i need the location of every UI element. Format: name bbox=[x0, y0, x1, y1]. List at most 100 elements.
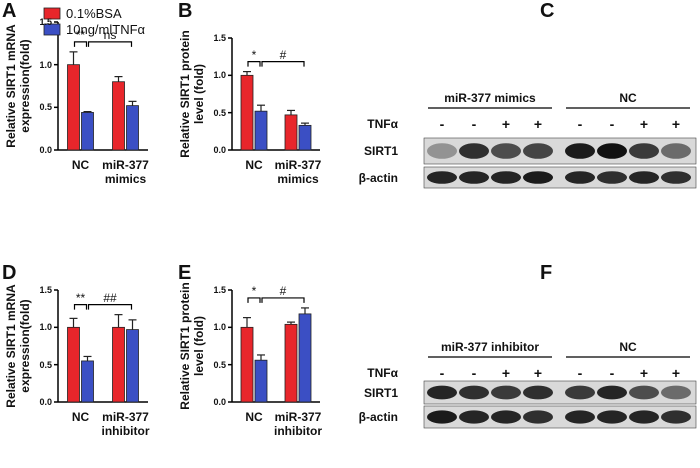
blot-band bbox=[629, 143, 659, 159]
panel-letter: A bbox=[2, 0, 17, 22]
blot-band bbox=[565, 410, 595, 424]
error-bar bbox=[257, 104, 265, 112]
bar bbox=[67, 326, 80, 403]
significance-label: ** bbox=[75, 27, 86, 42]
bar bbox=[126, 329, 139, 403]
blot-band bbox=[597, 171, 627, 184]
treatment-sign: - bbox=[439, 365, 445, 381]
y-tick-label: 0.5 bbox=[39, 359, 52, 370]
significance-bracket bbox=[247, 61, 261, 67]
significance-label: ## bbox=[103, 290, 117, 305]
treatment-sign: + bbox=[501, 116, 511, 132]
blot-band bbox=[629, 410, 659, 424]
error-bar bbox=[128, 319, 137, 330]
x-tick-label: miR-377 mimics bbox=[274, 158, 322, 186]
error-bar bbox=[83, 355, 92, 361]
error-bar bbox=[287, 109, 295, 115]
blot-band bbox=[427, 143, 457, 159]
legend-swatch bbox=[43, 7, 61, 20]
row-label: SIRT1 bbox=[363, 385, 398, 400]
y-tick-label: 1.5 bbox=[213, 33, 226, 43]
error-bar bbox=[128, 100, 137, 106]
blot-band bbox=[523, 171, 553, 184]
bar bbox=[81, 112, 94, 151]
panel-letter: C bbox=[540, 0, 555, 22]
blot-band bbox=[565, 385, 595, 400]
row-label: β-actin bbox=[358, 170, 398, 185]
significance-label: ns bbox=[103, 27, 117, 42]
legend-label: 0.1%BSA bbox=[66, 6, 122, 21]
bar bbox=[254, 110, 268, 151]
blot-band bbox=[661, 410, 691, 424]
bar bbox=[284, 323, 298, 403]
panel-letter: F bbox=[540, 262, 553, 284]
x-tick-label: miR-377 inhibitor bbox=[101, 410, 150, 438]
treatment-label: TNFα bbox=[367, 117, 398, 131]
significance-bracket bbox=[87, 304, 133, 310]
blot-band bbox=[597, 385, 627, 400]
significance-bracket bbox=[247, 297, 261, 303]
blot-band bbox=[427, 410, 457, 424]
error-bar bbox=[243, 317, 251, 328]
blot-band bbox=[459, 143, 489, 159]
significance-label: # bbox=[279, 47, 287, 62]
error-bar bbox=[69, 51, 78, 65]
blot-band bbox=[491, 410, 521, 424]
y-axis-title: Relative SIRT1 protein level (fold) bbox=[178, 30, 206, 158]
bar bbox=[284, 114, 298, 151]
blot-band bbox=[597, 410, 627, 424]
blot-band bbox=[459, 385, 489, 400]
x-tick-label: NC bbox=[245, 410, 263, 424]
y-tick-label: 0.5 bbox=[213, 359, 226, 370]
blot-band bbox=[629, 385, 659, 400]
treatment-sign: - bbox=[609, 116, 615, 132]
blot-band bbox=[459, 171, 489, 184]
group-label: NC bbox=[619, 91, 637, 105]
error-bar bbox=[69, 317, 78, 328]
blot-band bbox=[523, 143, 553, 159]
bar bbox=[240, 326, 254, 403]
significance-bracket bbox=[261, 61, 305, 67]
blot-band bbox=[491, 143, 521, 159]
group-label: miR-377 mimics bbox=[444, 91, 536, 105]
bar bbox=[298, 313, 312, 403]
row-label: SIRT1 bbox=[363, 144, 398, 158]
y-tick-label: 1.5 bbox=[39, 285, 52, 295]
group-label: miR-377 inhibitor bbox=[440, 340, 540, 354]
group-label: NC bbox=[619, 340, 637, 354]
blot-band bbox=[459, 410, 489, 424]
x-tick-label: NC bbox=[71, 410, 90, 424]
blot-strip bbox=[423, 380, 697, 405]
y-tick-label: 0.0 bbox=[213, 397, 226, 407]
bar bbox=[112, 326, 125, 403]
y-tick-label: 0.0 bbox=[39, 397, 52, 407]
treatment-label: TNFα bbox=[367, 366, 398, 380]
treatment-sign: - bbox=[577, 365, 583, 381]
treatment-sign: + bbox=[533, 116, 543, 132]
y-tick-label: 0.5 bbox=[39, 102, 52, 113]
treatment-sign: + bbox=[639, 365, 649, 381]
bar bbox=[67, 64, 80, 151]
significance-bracket bbox=[261, 297, 305, 303]
treatment-sign: + bbox=[671, 116, 681, 132]
blot-band bbox=[565, 171, 595, 184]
y-tick-label: 1.5 bbox=[39, 17, 52, 27]
treatment-sign: + bbox=[501, 365, 511, 381]
blot-strip bbox=[423, 405, 697, 429]
bar bbox=[81, 360, 94, 403]
y-axis-title: Relative SIRT1 mRNA expression(fold) bbox=[4, 24, 32, 148]
legend-label: 10ng/mlTNFα bbox=[66, 22, 146, 37]
legend-swatch bbox=[43, 23, 61, 36]
treatment-sign: - bbox=[577, 116, 583, 132]
y-tick-label: 0.5 bbox=[213, 107, 226, 118]
x-tick-label: NC bbox=[245, 158, 263, 172]
error-bar bbox=[301, 122, 309, 126]
blot-band bbox=[523, 385, 553, 400]
blot-band bbox=[661, 143, 691, 159]
y-axis-title: Relative SIRT1 protein level (fold) bbox=[178, 282, 206, 410]
significance-bracket bbox=[87, 41, 133, 47]
bar bbox=[112, 81, 125, 151]
y-tick-label: 1.0 bbox=[39, 322, 52, 333]
